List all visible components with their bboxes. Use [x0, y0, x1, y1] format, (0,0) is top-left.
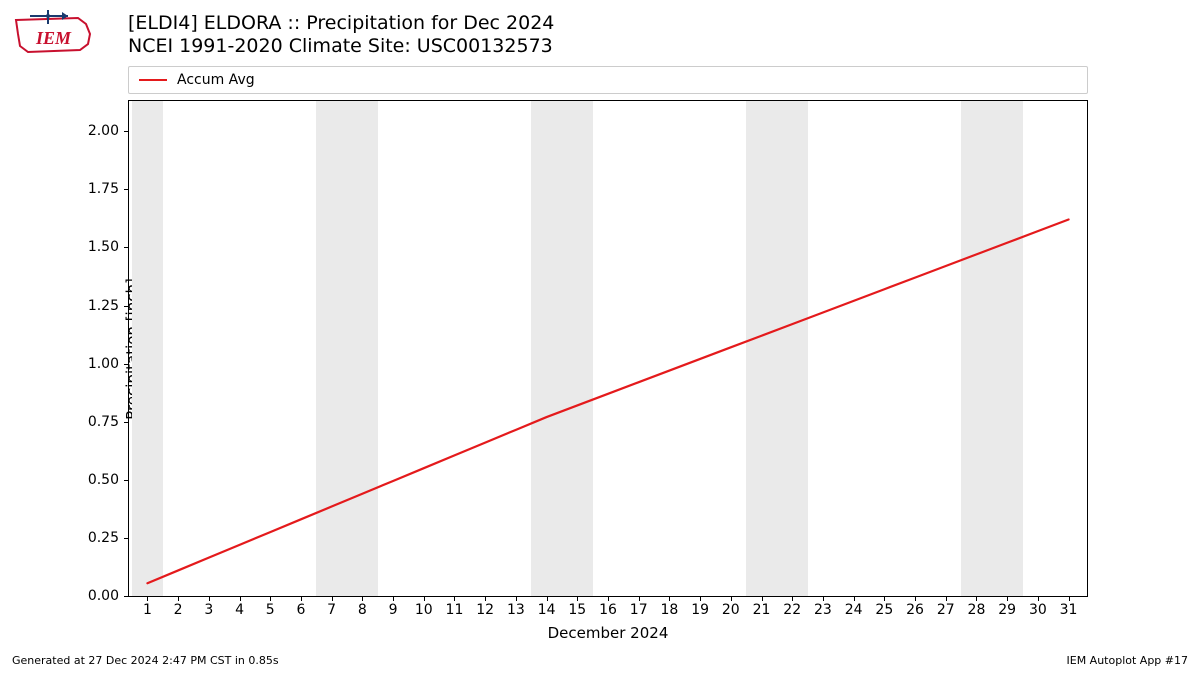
y-tick-label: 0.50 — [88, 472, 119, 488]
x-tick-label: 30 — [1029, 602, 1047, 618]
x-tick-label: 25 — [875, 602, 893, 618]
x-tick-mark — [270, 596, 271, 601]
series-line-accum-avg — [147, 220, 1068, 584]
x-tick-label: 21 — [753, 602, 771, 618]
x-tick-mark — [332, 596, 333, 601]
y-tick-label: 0.00 — [88, 588, 119, 604]
y-tick-label: 0.75 — [88, 414, 119, 430]
footer-generated: Generated at 27 Dec 2024 2:47 PM CST in … — [12, 654, 279, 667]
x-tick-mark — [301, 596, 302, 601]
x-tick-label: 19 — [691, 602, 709, 618]
x-tick-mark — [1038, 596, 1039, 601]
x-tick-label: 14 — [538, 602, 556, 618]
x-tick-label: 17 — [630, 602, 648, 618]
x-tick-label: 23 — [814, 602, 832, 618]
x-tick-mark — [946, 596, 947, 601]
chart-title-line1: [ELDI4] ELDORA :: Precipitation for Dec … — [128, 12, 554, 35]
y-tick-label: 0.25 — [88, 530, 119, 546]
x-tick-label: 1 — [143, 602, 152, 618]
x-tick-label: 6 — [296, 602, 305, 618]
x-tick-label: 20 — [722, 602, 740, 618]
x-tick-label: 28 — [968, 602, 986, 618]
x-tick-mark — [792, 596, 793, 601]
y-tick-label: 1.25 — [88, 298, 119, 314]
x-axis-label: December 2024 — [548, 624, 669, 642]
x-tick-mark — [1007, 596, 1008, 601]
x-tick-mark — [147, 596, 148, 601]
x-tick-label: 4 — [235, 602, 244, 618]
x-tick-mark — [209, 596, 210, 601]
x-tick-mark — [854, 596, 855, 601]
x-tick-mark — [516, 596, 517, 601]
y-tick-label: 1.50 — [88, 239, 119, 255]
x-tick-mark — [700, 596, 701, 601]
iem-logo: IEM — [8, 6, 108, 66]
y-tick-label: 1.75 — [88, 181, 119, 197]
x-tick-mark — [240, 596, 241, 601]
x-tick-mark — [884, 596, 885, 601]
x-tick-label: 27 — [937, 602, 955, 618]
footer-app: IEM Autoplot App #17 — [1067, 654, 1189, 667]
x-tick-label: 3 — [204, 602, 213, 618]
x-tick-mark — [547, 596, 548, 601]
x-tick-label: 5 — [266, 602, 275, 618]
x-tick-mark — [915, 596, 916, 601]
x-tick-label: 24 — [845, 602, 863, 618]
x-tick-label: 8 — [358, 602, 367, 618]
x-tick-label: 2 — [174, 602, 183, 618]
x-tick-label: 31 — [1060, 602, 1078, 618]
x-tick-mark — [424, 596, 425, 601]
x-tick-label: 26 — [906, 602, 924, 618]
x-tick-mark — [639, 596, 640, 601]
x-tick-mark — [485, 596, 486, 601]
chart-title-line2: NCEI 1991-2020 Climate Site: USC00132573 — [128, 35, 554, 58]
y-tick-label: 1.00 — [88, 356, 119, 372]
y-tick-label: 2.00 — [88, 123, 119, 139]
svg-text:IEM: IEM — [35, 28, 72, 48]
x-tick-label: 9 — [389, 602, 398, 618]
x-tick-mark — [608, 596, 609, 601]
x-tick-mark — [1069, 596, 1070, 601]
legend-label-accum-avg: Accum Avg — [177, 72, 255, 88]
y-tick-mark — [124, 596, 129, 597]
x-tick-mark — [577, 596, 578, 601]
x-tick-label: 12 — [476, 602, 494, 618]
x-tick-mark — [731, 596, 732, 601]
x-tick-label: 22 — [783, 602, 801, 618]
x-tick-label: 15 — [568, 602, 586, 618]
x-tick-label: 11 — [446, 602, 464, 618]
x-tick-mark — [454, 596, 455, 601]
x-tick-mark — [976, 596, 977, 601]
x-tick-mark — [669, 596, 670, 601]
x-tick-mark — [823, 596, 824, 601]
x-tick-mark — [762, 596, 763, 601]
legend: Accum Avg — [128, 66, 1088, 94]
x-tick-label: 18 — [660, 602, 678, 618]
x-tick-label: 16 — [599, 602, 617, 618]
x-tick-label: 10 — [415, 602, 433, 618]
chart-svg — [129, 101, 1087, 596]
x-tick-mark — [393, 596, 394, 601]
x-tick-label: 7 — [327, 602, 336, 618]
chart-plot-area: Precipitation [inch] December 2024 0.000… — [128, 100, 1088, 597]
x-tick-mark — [178, 596, 179, 601]
legend-swatch-accum-avg — [139, 79, 167, 81]
x-tick-label: 29 — [998, 602, 1016, 618]
x-tick-mark — [362, 596, 363, 601]
x-tick-label: 13 — [507, 602, 525, 618]
